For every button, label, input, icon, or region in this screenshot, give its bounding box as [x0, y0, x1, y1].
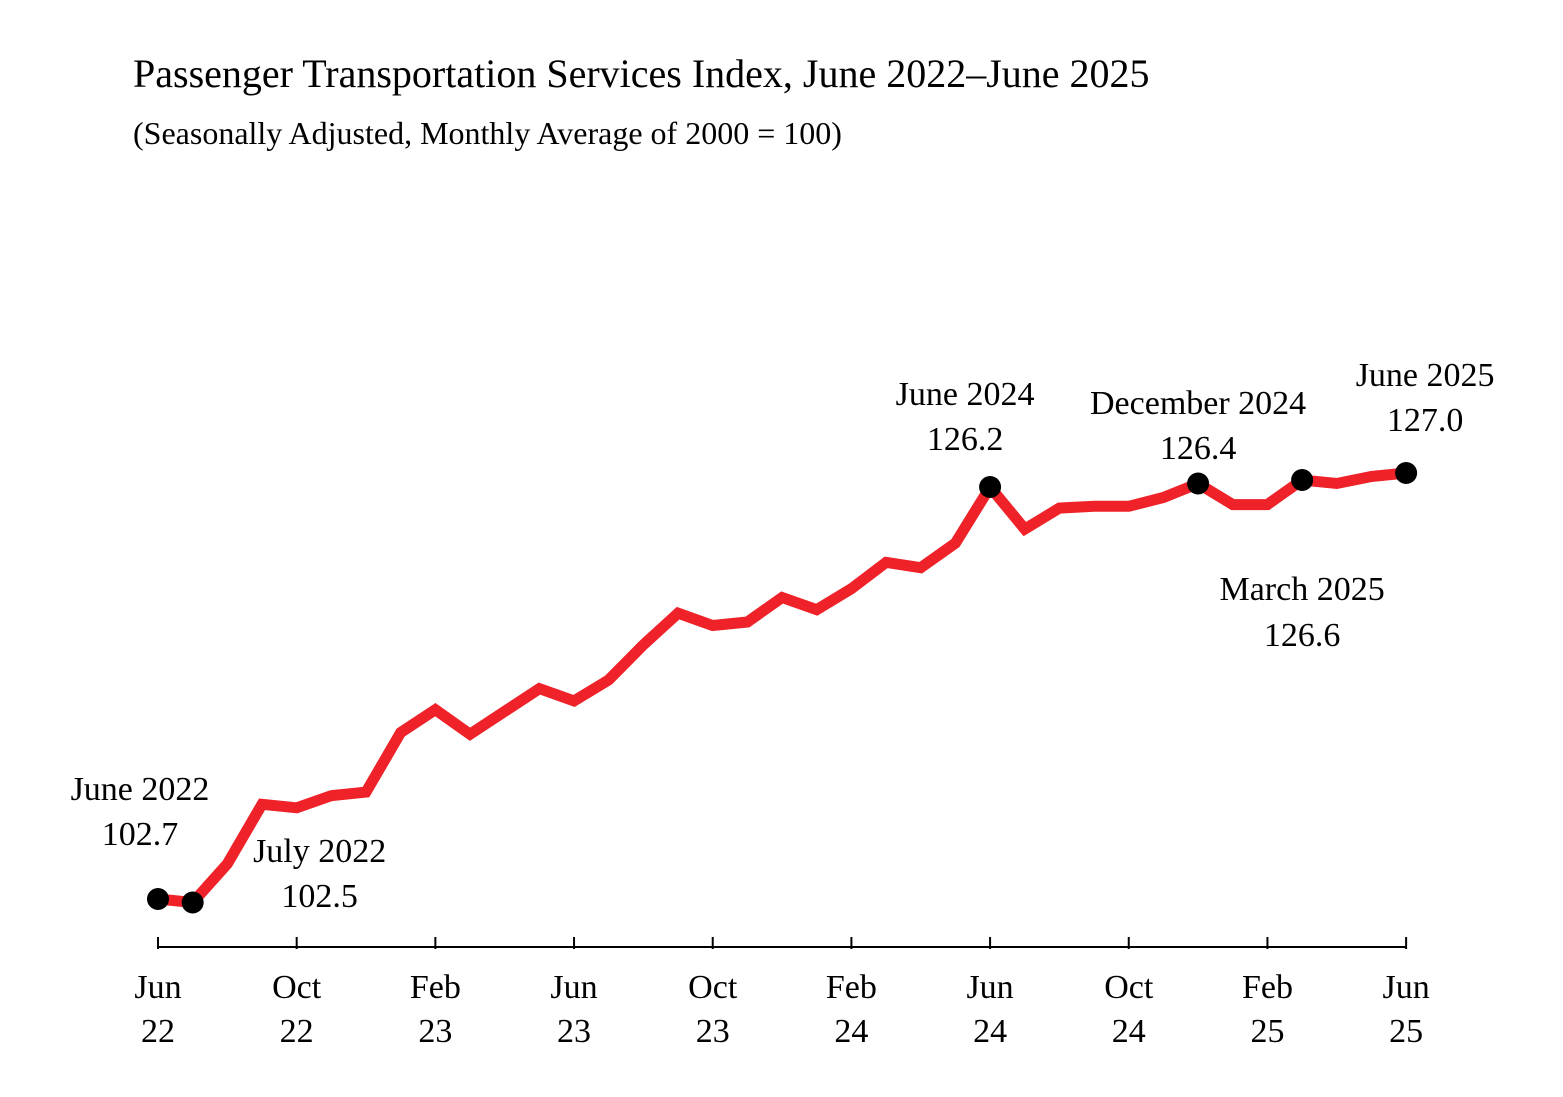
- x-tick-label-month: Jun: [966, 969, 1013, 1006]
- annotation-label: June 2025: [1356, 357, 1495, 394]
- x-tick-label-year: 22: [141, 1013, 175, 1050]
- annotations: June 2022 102.7 July 2022 102.5 June 2024 126…: [71, 357, 1495, 915]
- annotation-value: 102.5: [281, 878, 358, 915]
- data-point-marker: [1187, 472, 1210, 495]
- chart-subtitle: (Seasonally Adjusted, Monthly Average of…: [133, 115, 842, 151]
- annotation-label: June 2024: [896, 376, 1035, 413]
- chart-title: Passenger Transportation Services Index,…: [133, 51, 1150, 96]
- x-tick-label-month: Jun: [1383, 969, 1430, 1006]
- x-tick-label-year: 23: [696, 1013, 730, 1050]
- x-tick-label-year: 22: [280, 1013, 314, 1050]
- x-tick-label-month: Jun: [550, 969, 597, 1006]
- x-tick-label-month: Oct: [688, 969, 738, 1006]
- x-tick-label-month: Oct: [272, 969, 322, 1006]
- x-tick-label-month: Feb: [410, 969, 461, 1006]
- annotation-value: 126.4: [1160, 430, 1237, 467]
- data-point-marker: [1291, 469, 1314, 492]
- annotation-value: 102.7: [102, 816, 179, 853]
- markers: [147, 462, 1418, 914]
- annotation-label: July 2022: [253, 833, 386, 870]
- annotation-label: June 2022: [71, 771, 210, 808]
- x-axis: Jun 22 Oct 22 Feb 23 Jun 23 Oct 23 Feb 24 Jun 24 Oct 24…: [134, 937, 1430, 1050]
- data-point-marker: [1395, 462, 1418, 484]
- x-tick-label-year: 24: [834, 1013, 868, 1050]
- annotation-value: 126.6: [1264, 617, 1341, 654]
- data-point-marker: [979, 476, 1002, 499]
- annotation-label: March 2025: [1219, 571, 1384, 608]
- x-tick-label-month: Jun: [134, 969, 181, 1006]
- x-tick-label-year: 23: [557, 1013, 591, 1050]
- x-tick-label-year: 23: [418, 1013, 452, 1050]
- data-point-marker: [147, 888, 169, 910]
- annotation-label: December 2024: [1090, 385, 1306, 422]
- x-tick-label-month: Feb: [1242, 969, 1293, 1006]
- x-tick-label-month: Feb: [826, 969, 877, 1006]
- annotation-value: 127.0: [1387, 402, 1464, 439]
- x-tick-label-year: 25: [1250, 1013, 1284, 1050]
- x-tick-label-year: 25: [1389, 1013, 1423, 1050]
- x-tick-label-year: 24: [1112, 1013, 1146, 1050]
- annotation-value: 126.2: [927, 421, 1004, 458]
- data-point-marker: [181, 891, 204, 914]
- x-tick-label-month: Oct: [1104, 969, 1154, 1006]
- x-tick-label-year: 24: [973, 1013, 1007, 1050]
